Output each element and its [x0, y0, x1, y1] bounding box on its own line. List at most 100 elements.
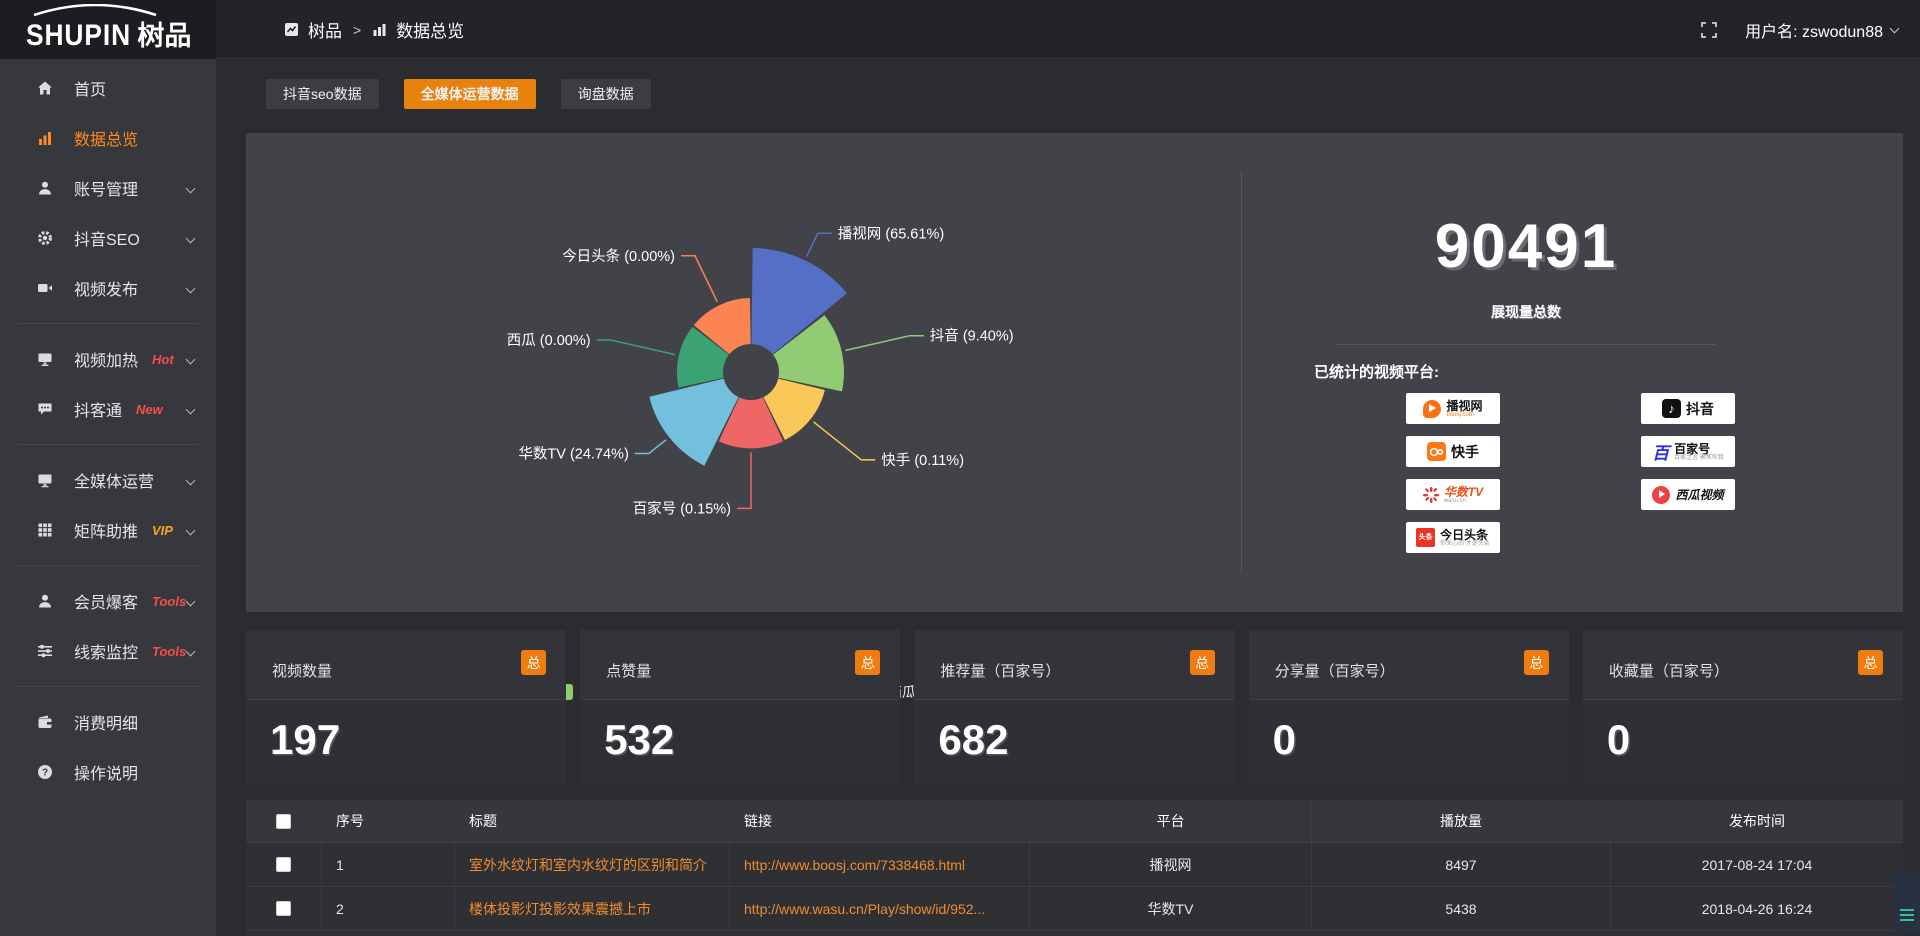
logo-text-en: SHUPIN	[26, 19, 132, 52]
platform-badge-douyin: ♪ 抖音	[1641, 393, 1735, 424]
fullscreen-icon[interactable]	[1701, 21, 1718, 38]
total-badge: 总	[1189, 650, 1215, 675]
impressions-summary: 90491 展现量总数 已统计的视频平台: 播视网 boosj.com 快手	[1242, 133, 1903, 612]
user-menu[interactable]: 用户名: zswodun88	[1745, 18, 1900, 42]
videos-table: 序号 标题 链接 平台 播放量 发布时间 1 室外水纹灯和室内水纹灯的区别和简介…	[246, 800, 1903, 936]
sidebar-item-label: 消费明细	[74, 716, 139, 733]
total-badge: 总	[521, 650, 547, 675]
sidebar-item-lead-monitoring[interactable]: 线索监控 Tools	[0, 626, 216, 676]
row-checkbox[interactable]	[276, 857, 291, 872]
col-header-platform: 平台	[1030, 800, 1312, 842]
kuaishou-logo-icon	[1427, 442, 1446, 461]
sidebar-item-matrix-boost[interactable]: 矩阵助推 VIP	[0, 505, 216, 555]
sidebar-item-video-heating[interactable]: 视频加热 Hot	[0, 334, 216, 384]
label-line	[596, 339, 676, 356]
sidebar-item-label: 视频发布	[74, 282, 139, 299]
tab-douyin-seo-data[interactable]: 抖音seo数据	[266, 79, 379, 109]
pie-label: 抖音 (9.40%)	[930, 328, 1014, 345]
logo[interactable]: SHUPIN 树品	[0, 0, 216, 59]
sidebar-item-label: 全媒体运营	[74, 474, 155, 491]
platform-name: 播视网	[1446, 398, 1483, 413]
stat-card-label: 推荐量（百家号）	[914, 630, 1235, 700]
sidebar-item-douketong[interactable]: 抖客通 New	[0, 384, 216, 434]
chevron-down-icon	[185, 183, 196, 193]
platform-name: 抖音	[1686, 400, 1714, 417]
tab-omnimedia-data[interactable]: 全媒体运营数据	[403, 79, 536, 109]
boosj-logo-icon	[1423, 399, 1442, 418]
logo-arc	[33, 4, 157, 16]
sidebar-item-consumption-details[interactable]: 消费明细	[0, 697, 216, 747]
select-all-checkbox[interactable]	[276, 813, 291, 829]
summary-divider	[1336, 344, 1716, 345]
pie-slice[interactable]	[649, 378, 739, 466]
new-tag: New	[136, 401, 163, 417]
sidebar-item-label: 会员爆客	[74, 595, 139, 612]
cell-plays: 5438	[1312, 887, 1611, 930]
wasu-logo-icon	[1422, 486, 1439, 503]
table-row-partial	[246, 931, 1903, 936]
total-badge: 总	[1523, 650, 1549, 675]
platform-sub: boosj.com	[1446, 411, 1474, 418]
chat-bubble-icon	[36, 401, 54, 417]
pie-label: 百家号 (0.15%)	[633, 500, 731, 517]
row-checkbox[interactable]	[276, 901, 291, 916]
total-badge: 总	[1858, 650, 1884, 675]
sidebar-item-member-baoke[interactable]: 会员爆客 Tools	[0, 576, 216, 626]
pie-label: 西瓜 (0.00%)	[507, 333, 591, 349]
cell-time: 2017-08-24 17:04	[1701, 856, 1813, 873]
tools-tag: Tools	[152, 643, 187, 659]
hot-tag: Hot	[152, 351, 174, 367]
label-line	[805, 232, 832, 258]
sidebar-item-omnimedia-operation[interactable]: 全媒体运营	[0, 455, 216, 505]
breadcrumb-current: 数据总览	[396, 22, 465, 41]
pie-slice[interactable]	[763, 378, 825, 440]
breadcrumb-root[interactable]: 树品	[308, 22, 342, 41]
sidebar-item-account-management[interactable]: 账号管理	[0, 163, 216, 213]
platform-name: 百家号	[1674, 441, 1711, 456]
pie-slice[interactable]	[693, 298, 751, 355]
grid-icon	[36, 522, 54, 538]
col-header-link: 链接	[730, 800, 1030, 842]
pie-slice[interactable]	[718, 397, 784, 449]
sidebar-item-video-publish[interactable]: 视频发布	[0, 263, 216, 313]
chevron-down-icon	[185, 404, 196, 414]
sidebar-item-home[interactable]: 首页	[0, 63, 216, 113]
pie-slice[interactable]	[676, 326, 729, 388]
stat-card-label: 视频数量	[246, 630, 567, 700]
video-title-link[interactable]: 楼体投影灯投影效果震撼上市	[469, 900, 651, 917]
home-icon	[36, 80, 54, 96]
stat-card-label: 点赞量	[580, 630, 901, 700]
logo-text-cn: 树品	[137, 21, 192, 51]
chevron-down-icon	[185, 475, 196, 485]
stat-card-favorites: 收藏量（百家号） 总 0	[1582, 630, 1904, 785]
table-header-row: 序号 标题 链接 平台 播放量 发布时间	[246, 800, 1903, 843]
pie-slice[interactable]	[773, 315, 844, 392]
floating-widget[interactable]	[1894, 872, 1920, 934]
xigua-logo-icon	[1652, 485, 1671, 504]
site-icon	[284, 22, 299, 37]
pie-slice[interactable]	[751, 248, 847, 355]
label-line	[634, 439, 667, 455]
pie-label: 今日头条 (0.00%)	[562, 248, 675, 265]
sidebar-item-label: 视频加热	[74, 353, 139, 370]
stat-cards: 视频数量 总 197 点赞量 总 532 推荐量（百家号） 总 682 分享量（…	[246, 630, 1904, 785]
table-row: 1 室外水纹灯和室内水纹灯的区别和简介 http://www.boosj.com…	[246, 843, 1903, 887]
sidebar-item-data-overview[interactable]: 数据总览	[0, 113, 216, 163]
bar-chart-icon	[36, 130, 54, 146]
breadcrumb: 树品 > 数据总览	[284, 0, 464, 59]
sidebar-item-label: 账号管理	[74, 182, 139, 199]
video-title-link[interactable]: 室外水纹灯和室内水纹灯的区别和简介	[469, 856, 707, 873]
tab-inquiry-data[interactable]: 询盘数据	[560, 79, 651, 109]
stat-card-likes: 点赞量 总 532	[580, 630, 901, 785]
pie-label: 华数TV (24.74%)	[518, 446, 628, 463]
label-line	[681, 255, 718, 303]
sidebar-item-help[interactable]: ? 操作说明	[0, 747, 216, 797]
cell-seq: 2	[322, 887, 455, 930]
video-url-link[interactable]: http://www.wasu.cn/Play/show/id/952...	[744, 900, 986, 917]
user-icon	[36, 593, 54, 609]
platform-name: 今日头条	[1440, 527, 1489, 542]
video-url-link[interactable]: http://www.boosj.com/7338468.html	[744, 856, 966, 873]
col-header-plays: 播放量	[1312, 800, 1611, 842]
sidebar-item-douyin-seo[interactable]: 抖音SEO	[0, 213, 216, 263]
platform-share-chart[interactable]: 播视网 (65.61%) 抖音 (9.40%) 快手 (0.11%) 百家号 (0.1…	[246, 133, 1241, 612]
